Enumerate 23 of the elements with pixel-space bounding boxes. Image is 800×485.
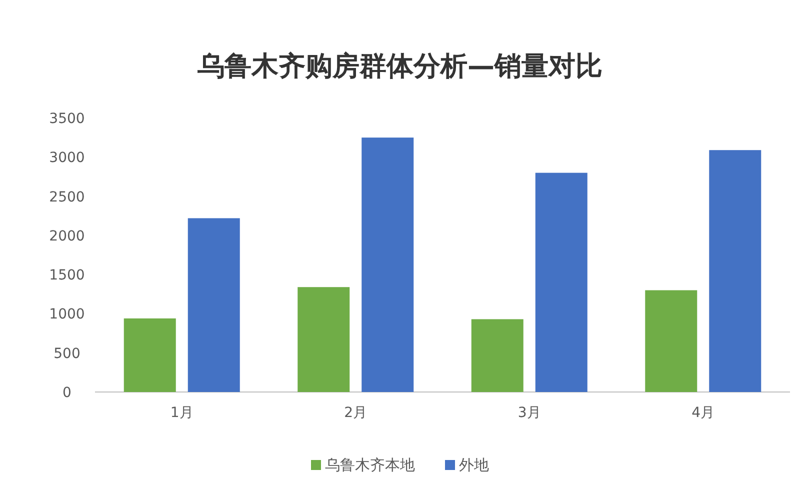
bar [298, 287, 350, 392]
y-tick-label: 1500 [49, 268, 85, 284]
x-tick-label: 1月 [170, 405, 194, 421]
bar [535, 172, 588, 392]
y-tick-label: 500 [54, 346, 80, 362]
y-tick-label: 3000 [49, 150, 85, 166]
bar [709, 150, 762, 392]
bar [362, 138, 414, 392]
y-tick-label: 2000 [49, 228, 85, 244]
chart-title: 乌鲁木齐购房群体分析—销量对比 [196, 51, 602, 82]
y-tick-label: 2500 [49, 189, 85, 206]
bar [471, 319, 524, 392]
x-tick-label: 2月 [344, 405, 368, 421]
x-tick-label: 3月 [518, 405, 541, 421]
y-tick-label: 0 [62, 385, 72, 401]
bar [124, 318, 176, 392]
bar [645, 290, 698, 392]
legend-label: 乌鲁木齐本地 [325, 456, 415, 474]
legend-label: 外地 [459, 456, 489, 474]
y-tick-label: 3500 [49, 111, 85, 127]
x-tick-label: 4月 [692, 405, 715, 421]
y-tick-label: 1000 [49, 306, 85, 323]
bar [188, 218, 240, 392]
